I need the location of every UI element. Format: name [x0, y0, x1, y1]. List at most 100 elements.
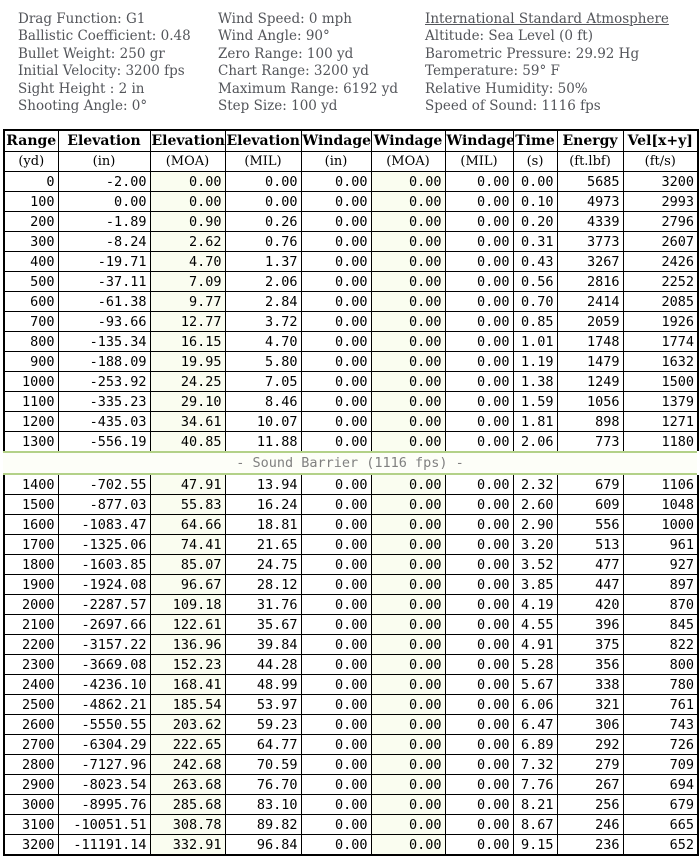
- cell-time: 8.21: [513, 795, 557, 815]
- cell-velocity: 1379: [623, 392, 698, 412]
- cell-time: 0.43: [513, 252, 557, 272]
- cell-windage-moa: 0.00: [371, 332, 445, 352]
- column-header-elevation-in: Elevation: [58, 130, 150, 152]
- cell-windage-moa: 0.00: [371, 735, 445, 755]
- cell-windage-in: 0.00: [301, 212, 371, 232]
- cell-windage-in: 0.00: [301, 495, 371, 515]
- cell-elevation-moa: 152.23: [150, 655, 225, 675]
- header-row: RangeElevationElevationElevationWindageW…: [4, 130, 698, 152]
- cell-windage-in: 0.00: [301, 675, 371, 695]
- table-row: 300-8.242.620.760.000.000.000.3137732607: [4, 232, 698, 252]
- table-row: 3100-10051.51308.7889.820.000.000.008.67…: [4, 815, 698, 835]
- cell-windage-mil: 0.00: [445, 172, 513, 192]
- cell-time: 0.00: [513, 172, 557, 192]
- cell-elevation-moa: 285.68: [150, 795, 225, 815]
- cell-elevation-moa: 168.41: [150, 675, 225, 695]
- cell-velocity: 1048: [623, 495, 698, 515]
- cell-windage-moa: 0.00: [371, 312, 445, 332]
- cell-elevation-in: -135.34: [58, 332, 150, 352]
- info-line: Bullet Weight: 250 gr: [18, 46, 218, 63]
- column-unit-time: (s): [513, 152, 557, 172]
- cell-windage-in: 0.00: [301, 312, 371, 332]
- cell-elevation-mil: 59.23: [225, 715, 301, 735]
- cell-windage-in: 0.00: [301, 292, 371, 312]
- cell-velocity: 1926: [623, 312, 698, 332]
- cell-windage-mil: 0.00: [445, 555, 513, 575]
- table-row: 900-188.0919.955.800.000.000.001.1914791…: [4, 352, 698, 372]
- cell-elevation-in: -188.09: [58, 352, 150, 372]
- cell-time: 3.20: [513, 535, 557, 555]
- cell-windage-in: 0.00: [301, 775, 371, 795]
- cell-range: 1500: [4, 495, 58, 515]
- cell-windage-moa: 0.00: [371, 615, 445, 635]
- cell-elevation-moa: 12.77: [150, 312, 225, 332]
- cell-windage-mil: 0.00: [445, 412, 513, 432]
- info-line: Ballistic Coefficient: 0.48: [18, 28, 218, 45]
- cell-windage-in: 0.00: [301, 695, 371, 715]
- cell-range: 500: [4, 272, 58, 292]
- cell-elevation-in: -2697.66: [58, 615, 150, 635]
- cell-windage-moa: 0.00: [371, 675, 445, 695]
- cell-elevation-in: -10051.51: [58, 815, 150, 835]
- cell-windage-mil: 0.00: [445, 815, 513, 835]
- cell-velocity: 961: [623, 535, 698, 555]
- cell-windage-moa: 0.00: [371, 555, 445, 575]
- units-row: (yd)(in)(MOA)(MIL)(in)(MOA)(MIL)(s)(ft.l…: [4, 152, 698, 172]
- cell-time: 4.19: [513, 595, 557, 615]
- cell-windage-moa: 0.00: [371, 655, 445, 675]
- cell-range: 1400: [4, 475, 58, 495]
- column-header-time: Time: [513, 130, 557, 152]
- cell-time: 6.89: [513, 735, 557, 755]
- cell-elevation-in: -2.00: [58, 172, 150, 192]
- input-summary: Drag Function: G1Ballistic Coefficient: …: [0, 0, 699, 115]
- table-row: 1600-1083.4764.6618.810.000.000.002.9055…: [4, 515, 698, 535]
- cell-elevation-mil: 21.65: [225, 535, 301, 555]
- cell-elevation-in: -1325.06: [58, 535, 150, 555]
- cell-elevation-moa: 55.83: [150, 495, 225, 515]
- cell-range: 0: [4, 172, 58, 192]
- table-row: 1700-1325.0674.4121.650.000.000.003.2051…: [4, 535, 698, 555]
- cell-windage-mil: 0.00: [445, 755, 513, 775]
- trajectory-table-supersonic: RangeElevationElevationElevationWindageW…: [3, 129, 699, 451]
- cell-range: 2800: [4, 755, 58, 775]
- cell-elevation-moa: 242.68: [150, 755, 225, 775]
- cell-velocity: 1632: [623, 352, 698, 372]
- cell-time: 1.38: [513, 372, 557, 392]
- cell-windage-in: 0.00: [301, 515, 371, 535]
- cell-velocity: 2607: [623, 232, 698, 252]
- cell-elevation-mil: 83.10: [225, 795, 301, 815]
- cell-energy: 3267: [557, 252, 623, 272]
- column-unit-elevation-mil: (MIL): [225, 152, 301, 172]
- cell-windage-in: 0.00: [301, 575, 371, 595]
- cell-range: 100: [4, 192, 58, 212]
- cell-windage-in: 0.00: [301, 332, 371, 352]
- column-unit-elevation-in: (in): [58, 152, 150, 172]
- cell-time: 2.06: [513, 432, 557, 452]
- column-unit-elevation-moa: (MOA): [150, 152, 225, 172]
- cell-time: 0.85: [513, 312, 557, 332]
- cell-energy: 3773: [557, 232, 623, 252]
- column-header-elevation-mil: Elevation: [225, 130, 301, 152]
- cell-range: 1600: [4, 515, 58, 535]
- cell-windage-mil: 0.00: [445, 635, 513, 655]
- cell-energy: 338: [557, 675, 623, 695]
- cell-time: 3.52: [513, 555, 557, 575]
- cell-velocity: 726: [623, 735, 698, 755]
- cell-elevation-in: -3669.08: [58, 655, 150, 675]
- cell-energy: 2059: [557, 312, 623, 332]
- cell-energy: 556: [557, 515, 623, 535]
- cell-elevation-mil: 11.88: [225, 432, 301, 452]
- cell-velocity: 2796: [623, 212, 698, 232]
- cell-elevation-mil: 2.84: [225, 292, 301, 312]
- cell-energy: 2816: [557, 272, 623, 292]
- cell-elevation-in: -5550.55: [58, 715, 150, 735]
- cell-elevation-in: -335.23: [58, 392, 150, 412]
- cell-time: 7.32: [513, 755, 557, 775]
- column-unit-energy: (ft.lbf): [557, 152, 623, 172]
- cell-range: 1000: [4, 372, 58, 392]
- cell-windage-in: 0.00: [301, 615, 371, 635]
- column-unit-windage-in: (in): [301, 152, 371, 172]
- cell-elevation-moa: 9.77: [150, 292, 225, 312]
- cell-energy: 773: [557, 432, 623, 452]
- cell-windage-moa: 0.00: [371, 475, 445, 495]
